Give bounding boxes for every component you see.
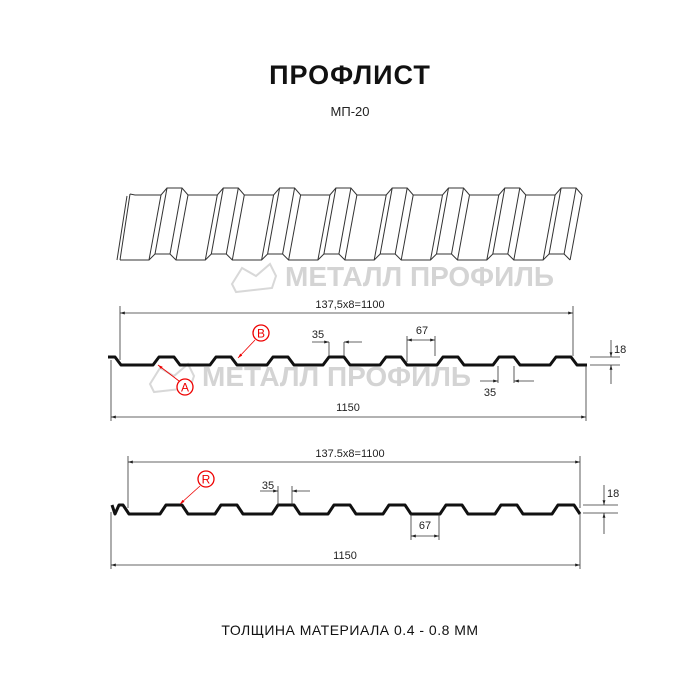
sheet-rib-line	[486, 194, 500, 261]
sheet-rib-line	[338, 187, 352, 255]
marker-b: B	[237, 324, 270, 359]
pitch-label: 137.5x8=1100	[315, 448, 384, 460]
sheet-rib-line	[542, 194, 556, 261]
sheet-rib-line	[154, 187, 168, 255]
sheet-3d-view	[116, 187, 583, 261]
sheet-rib-line	[373, 194, 387, 261]
svg-text:A: A	[181, 381, 189, 395]
rib-base-label: 67	[419, 520, 431, 532]
sheet-rib-line	[288, 194, 302, 261]
height-label: 18	[607, 488, 619, 500]
sheet-rib-line	[210, 187, 224, 255]
profile-2-section	[110, 503, 582, 516]
watermark-1: МЕТАЛЛ ПРОФИЛЬ	[230, 261, 554, 294]
page-title: ПРОФЛИСТ	[269, 60, 431, 90]
sheet-rib-line	[225, 187, 239, 255]
sheet-rib-line	[394, 187, 408, 255]
svg-text:B: B	[257, 327, 265, 341]
sheet-rib-line	[379, 187, 393, 255]
width-label: 1150	[333, 550, 357, 562]
profile-2: 137.5x8=1100 1150 35 67 18 R	[110, 448, 619, 569]
sheet-rib-line	[492, 187, 506, 255]
sheet-rib-line	[282, 187, 296, 255]
profile-1: 137,5x8=1100 1150 35 67 35 18 B A	[108, 299, 626, 421]
sheet-rib-line	[451, 187, 464, 255]
sheet-rib-line	[129, 187, 583, 196]
sheet-rib-line	[457, 194, 470, 261]
marker-a: A	[157, 364, 194, 396]
profile-1-section	[108, 355, 587, 367]
height-label: 18	[614, 344, 626, 356]
sheet-rib-line	[204, 194, 218, 261]
sheet-rib-line	[548, 187, 562, 255]
material-thickness-note: ТОЛЩИНА МАТЕРИАЛА 0.4 - 0.8 ММ	[221, 622, 479, 638]
sheet-rib-line	[507, 187, 521, 255]
pitch-label: 137,5x8=1100	[315, 299, 384, 311]
marker-r: R	[179, 470, 215, 505]
top-width-label: 35	[262, 480, 274, 492]
sheet-rib-line	[116, 195, 128, 261]
sheet-rib-line	[231, 194, 245, 261]
sheet-rib-line	[400, 194, 414, 261]
sheet-rib-line	[261, 194, 275, 261]
sheet-rib-line	[175, 194, 189, 261]
top-width-label: 35	[312, 329, 324, 341]
sheet-rib-line	[513, 194, 527, 261]
sheet-rib-line	[317, 194, 331, 261]
sheet-rib-line	[436, 187, 449, 255]
sheet-rib-line	[148, 194, 162, 261]
width-label: 1150	[336, 402, 360, 414]
sheet-rib-line	[430, 194, 443, 261]
sheet-rib-line	[563, 187, 577, 255]
sheet-rib-line	[344, 194, 358, 261]
svg-text:R: R	[202, 473, 211, 487]
sheet-rib-line	[169, 187, 183, 255]
page-subtitle: МП-20	[330, 104, 370, 119]
sheet-rib-line	[569, 194, 583, 261]
bottom-width-label: 35	[484, 387, 496, 399]
svg-text:МЕТАЛЛ ПРОФИЛЬ: МЕТАЛЛ ПРОФИЛЬ	[285, 261, 554, 292]
rib-base-label: 67	[416, 325, 428, 337]
sheet-rib-line	[323, 187, 337, 255]
sheet-rib-line	[119, 193, 131, 261]
sheet-rib-line	[267, 187, 281, 255]
